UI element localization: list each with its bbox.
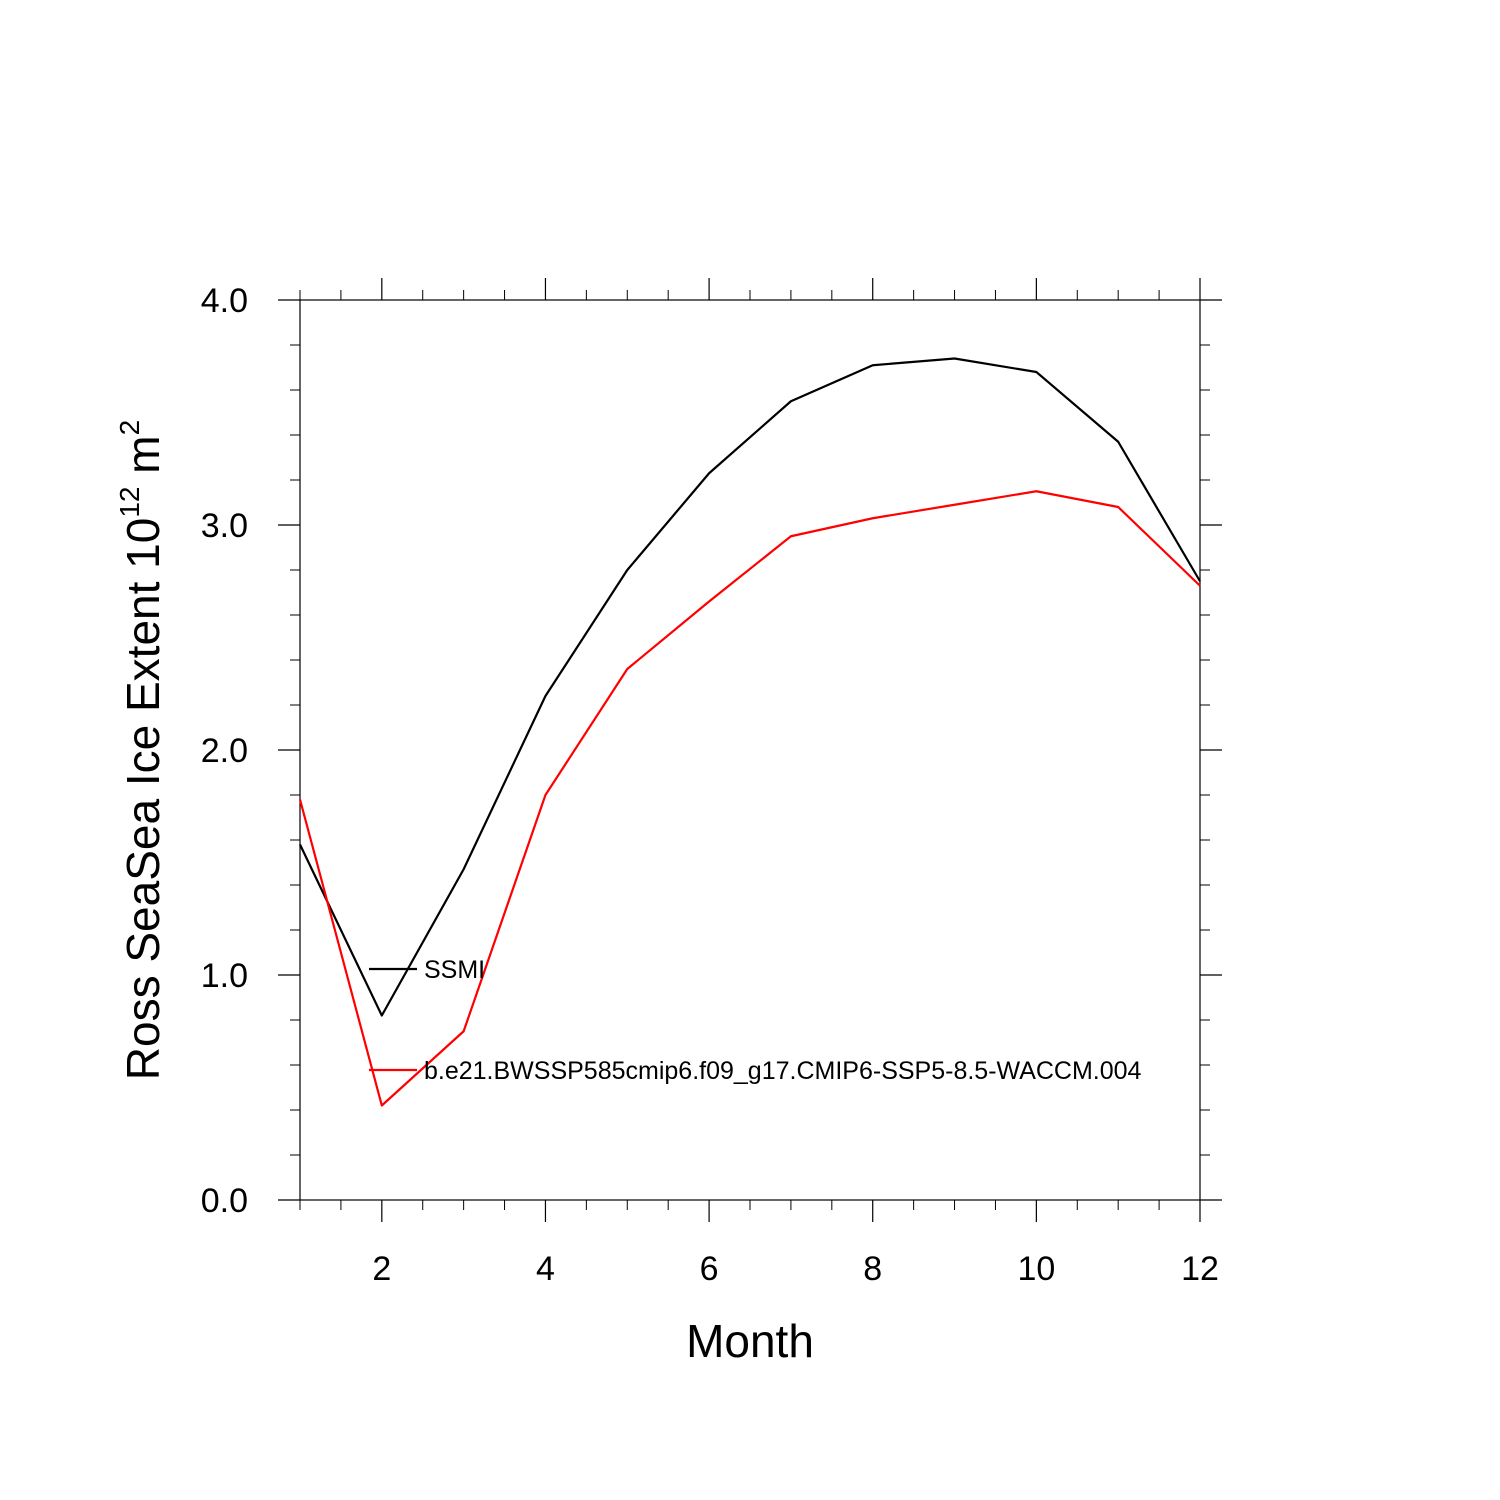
x-tick-label: 4 <box>536 1250 555 1288</box>
x-tick-label: 12 <box>1181 1250 1219 1288</box>
x-tick-label: 10 <box>1017 1250 1055 1288</box>
axis-ticks <box>278 278 1222 1222</box>
series-lines <box>298 357 1201 1107</box>
legend-label-1: SSMI <box>424 956 485 984</box>
x-tick-label: 2 <box>372 1250 391 1288</box>
y-axis-title: Ross SeaSea Ice Extent 1012 m2 <box>114 420 169 1080</box>
y-tick-label: 0.0 <box>201 1182 248 1220</box>
y-tick-label: 3.0 <box>201 507 248 545</box>
axis-tick-labels: 2 4 6 8 10 12 0.0 1.0 2.0 3.0 4.0 <box>201 282 1219 1288</box>
y-tick-label: 1.0 <box>201 957 248 995</box>
series-line-2 <box>298 490 1201 1107</box>
y-axis-title-unit-exponent: 2 <box>114 420 145 436</box>
y-axis-title-unit: m <box>117 435 169 486</box>
y-tick-label: 4.0 <box>201 282 248 320</box>
x-tick-label: 6 <box>700 1250 719 1288</box>
y-axis-title-exponent: 12 <box>114 486 145 517</box>
legend: SSMI b.e21.BWSSP585cmip6.f09_g17.CMIP6-SS… <box>369 956 1142 1085</box>
x-axis-title: Month <box>686 1315 814 1367</box>
y-tick-label: 2.0 <box>201 732 248 770</box>
series-line-1 <box>299 357 1201 1017</box>
legend-label-2: b.e21.BWSSP585cmip6.f09_g17.CMIP6-SSP5-8… <box>424 1057 1142 1085</box>
x-tick-label: 8 <box>863 1250 882 1288</box>
y-axis-title-text: Ross SeaSea Ice Extent 10 <box>117 518 169 1081</box>
